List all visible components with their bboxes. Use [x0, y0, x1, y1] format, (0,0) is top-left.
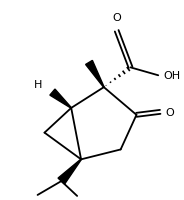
Text: O: O: [112, 13, 121, 23]
Polygon shape: [86, 60, 104, 87]
Text: O: O: [165, 108, 174, 118]
Polygon shape: [58, 159, 81, 184]
Text: OH: OH: [163, 71, 180, 81]
Polygon shape: [50, 89, 71, 108]
Text: H: H: [33, 80, 42, 90]
